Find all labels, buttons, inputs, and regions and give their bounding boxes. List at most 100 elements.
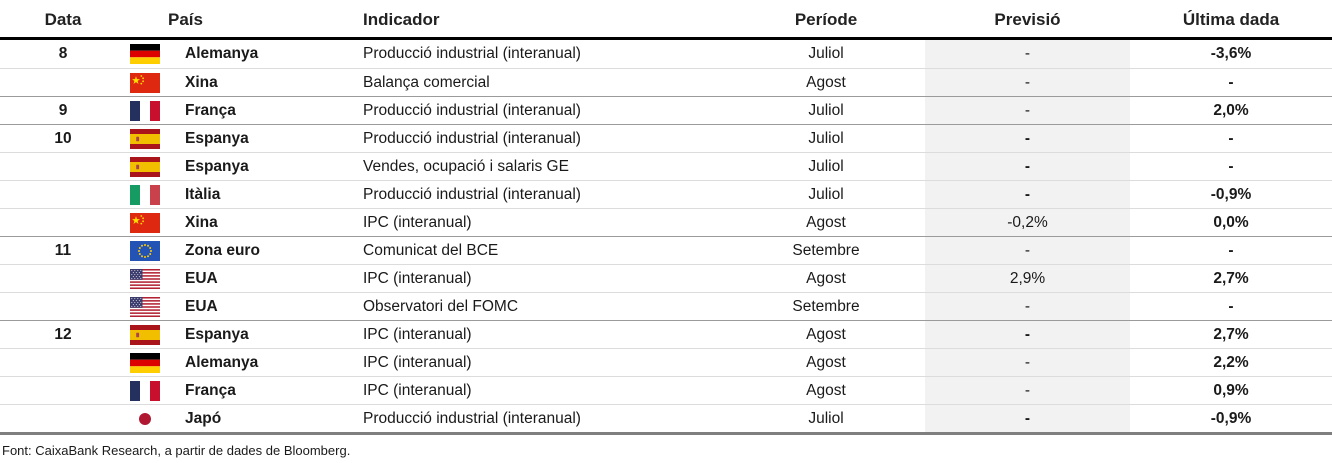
forecast-cell: -	[925, 69, 1130, 96]
period-cell: Setembre	[792, 241, 860, 259]
period-cell: Juliol	[808, 185, 844, 203]
date-cell	[0, 153, 126, 180]
last-data-cell: -0,9%	[1210, 185, 1252, 203]
forecast-cell: 2,9%	[925, 265, 1130, 292]
country-cell: França	[126, 377, 362, 404]
country-cell: França	[126, 97, 362, 124]
country-cell: Alemanya	[126, 349, 362, 376]
country-name: EUA	[185, 297, 218, 315]
country-cell: Xina	[126, 69, 362, 96]
column-header-data: Data	[44, 10, 82, 29]
period-cell: Juliol	[808, 409, 844, 427]
last-data-cell: 0,9%	[1213, 381, 1249, 399]
indicator-cell: IPC (interanual)	[363, 381, 472, 399]
country-name: Alemanya	[185, 353, 259, 371]
last-data-cell: -0,9%	[1210, 409, 1252, 427]
column-header-country: País	[168, 10, 203, 29]
usa-flag-icon	[130, 296, 160, 317]
table-row: Japó Producció industrial (interanual) Jul…	[0, 404, 1332, 432]
forecast-cell: -	[925, 349, 1130, 376]
table-body: 8 Alemanya Producció industrial (interanua…	[0, 40, 1332, 435]
indicator-cell: Producció industrial (interanual)	[363, 45, 581, 62]
last-data-cell: 2,7%	[1213, 325, 1249, 343]
country-cell: Itàlia	[126, 181, 362, 208]
indicator-cell: IPC (interanual)	[363, 213, 472, 231]
spain-flag-icon	[130, 156, 160, 177]
country-cell: Xina	[126, 209, 362, 236]
forecast-cell: -	[925, 321, 1130, 348]
usa-flag-icon	[130, 268, 160, 289]
date-cell	[0, 69, 126, 96]
country-name: Espanya	[185, 325, 249, 343]
country-name: Espanya	[185, 129, 249, 147]
country-cell: Zona euro	[126, 237, 362, 264]
table-row: 9 França Producció industrial (interanual)…	[0, 96, 1332, 124]
indicator-cell: Observatori del FOMC	[363, 297, 519, 315]
country-cell: Japó	[126, 405, 362, 432]
table-header-row: Data País Indicador Període Previsió Últ…	[0, 0, 1332, 40]
forecast-cell: -	[925, 405, 1130, 432]
forecast-cell: -	[925, 153, 1130, 180]
table-row: 12 Espanya IPC (interanual) Agost - 2,7%	[0, 320, 1332, 348]
last-data-cell: 0,0%	[1213, 213, 1249, 231]
last-data-cell: 2,2%	[1213, 353, 1249, 371]
country-name: França	[185, 101, 236, 119]
period-cell: Agost	[806, 353, 846, 371]
last-data-cell: -	[1228, 297, 1234, 315]
country-name: Zona euro	[185, 241, 260, 259]
forecast-cell: -	[925, 40, 1130, 68]
indicator-cell: Balança comercial	[363, 73, 490, 91]
period-cell: Juliol	[808, 129, 844, 147]
forecast-cell: -	[925, 181, 1130, 208]
date-cell	[0, 349, 126, 376]
country-name: Xina	[185, 73, 218, 91]
table-row: EUA Observatori del FOMC Setembre - -	[0, 292, 1332, 320]
forecast-cell: -	[925, 97, 1130, 124]
germany-flag-icon	[130, 44, 160, 64]
date-cell	[0, 265, 126, 292]
forecast-cell: -	[925, 237, 1130, 264]
date-cell	[0, 405, 126, 432]
last-data-cell: 2,0%	[1213, 101, 1249, 119]
country-cell: Espanya	[126, 321, 362, 348]
date-cell: 11	[54, 241, 72, 259]
country-cell: Espanya	[126, 153, 362, 180]
china-flag-icon	[130, 72, 160, 93]
date-cell: 12	[54, 325, 72, 343]
indicator-cell: Producció industrial (interanual)	[363, 101, 581, 119]
indicator-cell: Producció industrial (interanual)	[363, 185, 581, 203]
france-flag-icon	[130, 380, 160, 401]
japan-flag-icon	[130, 408, 160, 429]
country-name: Itàlia	[185, 185, 221, 203]
indicator-cell: IPC (interanual)	[363, 269, 472, 287]
column-header-forecast: Previsió	[994, 10, 1061, 29]
table-row: Itàlia Producció industrial (interanual) J…	[0, 180, 1332, 208]
table-row: Alemanya IPC (interanual) Agost - 2,2%	[0, 348, 1332, 376]
country-name: Japó	[185, 409, 222, 427]
indicator-cell: IPC (interanual)	[363, 325, 472, 343]
country-name: EUA	[185, 269, 218, 287]
last-data-cell: -	[1228, 73, 1234, 91]
date-cell	[0, 181, 126, 208]
italy-flag-icon	[130, 184, 160, 205]
date-cell: 10	[54, 129, 72, 147]
country-cell: EUA	[126, 265, 362, 292]
table-row: França IPC (interanual) Agost - 0,9%	[0, 376, 1332, 404]
date-cell: 8	[58, 45, 68, 62]
period-cell: Agost	[806, 269, 846, 287]
germany-flag-icon	[130, 352, 160, 373]
column-header-indicator: Indicador	[363, 10, 440, 29]
table-row: 11 Zona euro Comunicat del BCE Setembre - -	[0, 236, 1332, 264]
period-cell: Agost	[806, 381, 846, 399]
last-data-cell: 2,7%	[1213, 269, 1249, 287]
country-name: Xina	[185, 213, 218, 231]
date-cell	[0, 377, 126, 404]
table-row: Xina Balança comercial Agost - -	[0, 68, 1332, 96]
indicator-cell: Comunicat del BCE	[363, 241, 499, 259]
country-name: França	[185, 381, 236, 399]
country-name: Alemanya	[185, 45, 259, 62]
table-row: Espanya Vendes, ocupació i salaris GE Juli…	[0, 152, 1332, 180]
indicator-cell: IPC (interanual)	[363, 353, 472, 371]
period-cell: Juliol	[808, 45, 844, 62]
eu-flag-icon	[130, 240, 160, 261]
